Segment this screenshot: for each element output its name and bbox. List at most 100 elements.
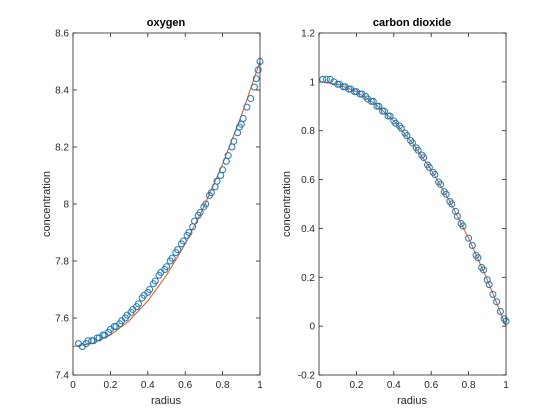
carbon-dioxide-data-point: [397, 124, 405, 132]
oxygen-data-point: [179, 237, 187, 245]
y-tick-label: 0.6: [301, 175, 315, 186]
carbon-dioxide-data-point: [379, 107, 387, 115]
carbon-dioxide-data-point: [489, 290, 497, 298]
oxygen-data-point: [219, 166, 227, 174]
carbon-dioxide-data-point: [496, 307, 504, 315]
x-tick-label: 0.6: [424, 380, 438, 391]
oxygen-data-point: [234, 129, 242, 137]
oxygen-data-point: [213, 177, 221, 185]
carbon-dioxide-fit-line: [318, 81, 507, 327]
oxygen-data-point: [185, 229, 193, 236]
oxygen-data-point: [134, 300, 142, 308]
oxygen-panel: oxygen 0 0.2 0.4 0.6 0.8 1 7.4 7.6 7.8 8 8.2 8.4 8.6…: [41, 17, 264, 407]
x-tick-label: 0.2: [349, 380, 363, 391]
y-tick-label: 1: [309, 77, 315, 88]
carbon-dioxide-data-point: [339, 83, 347, 91]
oxygen-data-point: [252, 75, 260, 83]
carbon-dioxide-data-point: [334, 80, 342, 88]
carbon-dioxide-data-point: [384, 112, 392, 120]
oxygen-xlabel: radius: [151, 395, 181, 407]
x-tick-label: 0.2: [103, 380, 117, 391]
oxygen-fit-line: [72, 61, 261, 347]
oxygen-title: oxygen: [147, 17, 186, 29]
carbon-dioxide-data-point: [420, 154, 428, 162]
y-tick-label: 7.4: [55, 371, 69, 382]
oxygen-data-point: [247, 95, 255, 103]
y-tick-label: 0.4: [301, 224, 315, 235]
x-tick-label: 0.4: [141, 380, 155, 391]
oxygen-data-point: [110, 323, 118, 331]
oxygen-data-point: [163, 263, 170, 271]
y-tick-label: 1.2: [301, 29, 315, 40]
carbon-dioxide-data-point: [375, 102, 383, 110]
carbon-dioxide-data-point: [369, 97, 377, 105]
y-tick-label: 8.4: [55, 86, 69, 97]
oxygen-fit-curve: [72, 61, 261, 347]
oxygen-data-point: [207, 189, 215, 197]
carbon-dioxide-data-point: [319, 75, 327, 83]
carbon-dioxide-axes-box: [318, 32, 507, 376]
y-tick-label: 0.8: [301, 126, 315, 137]
y-tick-label: 7.6: [55, 314, 69, 325]
oxygen-data-point: [202, 200, 210, 208]
carbon-dioxide-data-point: [356, 90, 364, 98]
y-tick-label: 8: [63, 200, 69, 211]
oxygen-axes-box: [72, 32, 261, 376]
carbon-dioxide-data-point: [345, 85, 353, 93]
carbon-dioxide-data-point: [474, 254, 482, 262]
x-tick-label: 1: [503, 380, 509, 391]
carbon-dioxide-panel: carbon dioxide 0 0.2 0.4 0.6 0.8 1-0.200.20.4…: [281, 17, 510, 407]
oxygen-ylabel: concentration: [41, 171, 53, 237]
carbon-dioxide-data-point: [493, 298, 501, 306]
x-tick-label: 1: [257, 380, 263, 391]
carbon-dioxide-data-point: [414, 146, 422, 154]
carbon-dioxide-data-point: [453, 212, 461, 220]
x-tick-label: 0: [316, 380, 322, 391]
carbon-dioxide-points: [319, 75, 510, 325]
carbon-dioxide-data-point: [322, 75, 330, 83]
carbon-dioxide-data-point: [468, 242, 476, 250]
x-tick-label: 0: [70, 380, 76, 391]
oxygen-data-point: [88, 337, 96, 345]
oxygen-data-point: [217, 172, 225, 179]
oxygen-data-point: [174, 246, 182, 254]
oxygen-data-point: [250, 83, 258, 91]
oxygen-data-point: [196, 209, 204, 217]
oxygen-data-point: [224, 152, 232, 160]
x-tick-label: 0.8: [462, 380, 476, 391]
y-tick-label: 7.8: [55, 257, 69, 268]
carbon-dioxide-data-point: [437, 180, 445, 188]
x-tick-label: 0.6: [178, 380, 192, 391]
oxygen-data-point: [168, 254, 176, 262]
y-tick-label: -0.2: [298, 371, 316, 382]
oxygen-data-point: [239, 115, 247, 122]
carbon-dioxide-data-point: [380, 107, 388, 115]
oxygen-data-point: [222, 157, 230, 165]
carbon-dioxide-data-point: [351, 88, 359, 96]
oxygen-data-point: [230, 137, 238, 145]
carbon-dioxide-data-point: [459, 222, 467, 230]
oxygen-data-point: [254, 66, 262, 74]
oxygen-data-point: [243, 103, 251, 111]
oxygen-data-point: [99, 331, 107, 339]
carbon-dioxide-xlabel: radius: [397, 395, 427, 407]
carbon-dioxide-data-point: [409, 139, 416, 147]
carbon-dioxide-data-point: [465, 234, 473, 242]
oxygen-data-point: [228, 143, 236, 151]
carbon-dioxide-data-point: [480, 266, 488, 274]
carbon-dioxide-data-point: [386, 112, 394, 120]
oxygen-data-point: [146, 286, 154, 293]
carbon-dioxide-data-point: [485, 281, 493, 289]
x-tick-label: 0.4: [387, 380, 401, 391]
oxygen-data-point: [191, 217, 199, 225]
y-tick-label: 8.6: [55, 29, 69, 40]
carbon-dioxide-fit-curve: [318, 81, 507, 327]
oxygen-points: [75, 58, 264, 350]
carbon-dioxide-data-point: [425, 163, 433, 171]
carbon-dioxide-data-point: [442, 190, 450, 198]
oxygen-data-point: [151, 277, 159, 285]
carbon-dioxide-data-point: [403, 132, 411, 140]
x-tick-label: 0.8: [216, 380, 230, 391]
carbon-dioxide-data-point: [367, 97, 375, 105]
